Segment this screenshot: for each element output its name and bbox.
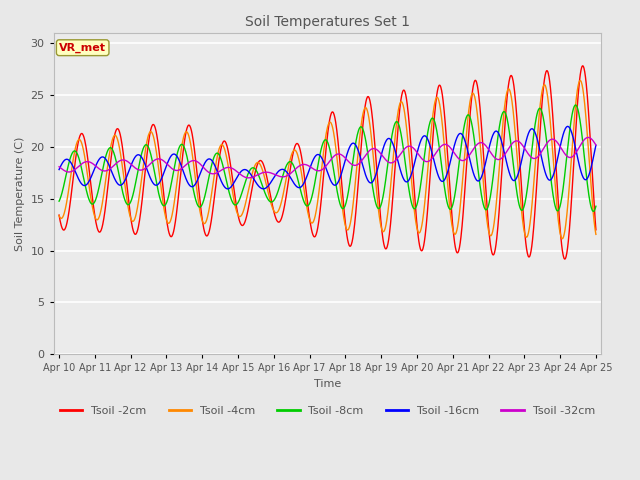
- Tsoil -4cm: [279, 193, 287, 199]
- Line: Tsoil -2cm: Tsoil -2cm: [59, 66, 596, 259]
- Tsoil -16cm: [564, 123, 572, 129]
- Tsoil -32cm: [279, 174, 287, 180]
- Tsoil -4cm: [545, 98, 552, 104]
- Tsoil -2cm: [498, 166, 506, 172]
- Tsoil -32cm: [244, 175, 252, 181]
- Tsoil -32cm: [55, 164, 63, 169]
- X-axis label: Time: Time: [314, 379, 341, 389]
- Line: Tsoil -4cm: Tsoil -4cm: [59, 81, 596, 239]
- Tsoil -16cm: [279, 167, 287, 172]
- Tsoil -8cm: [55, 198, 63, 204]
- Tsoil -2cm: [561, 256, 569, 262]
- Tsoil -8cm: [572, 102, 579, 108]
- Tsoil -16cm: [592, 143, 600, 148]
- Tsoil -8cm: [410, 205, 417, 211]
- Tsoil -8cm: [174, 149, 182, 155]
- Tsoil -16cm: [545, 177, 552, 182]
- Tsoil -16cm: [55, 167, 63, 172]
- Line: Tsoil -32cm: Tsoil -32cm: [59, 137, 596, 178]
- Tsoil -4cm: [55, 213, 63, 218]
- Title: Soil Temperatures Set 1: Soil Temperatures Set 1: [245, 15, 410, 29]
- Tsoil -2cm: [579, 63, 587, 69]
- Tsoil -2cm: [55, 212, 63, 218]
- Tsoil -8cm: [279, 173, 287, 179]
- Tsoil -32cm: [266, 170, 274, 176]
- Tsoil -4cm: [559, 236, 566, 241]
- Tsoil -2cm: [266, 189, 273, 194]
- Tsoil -2cm: [545, 70, 552, 76]
- Tsoil -4cm: [498, 131, 506, 137]
- Tsoil -8cm: [592, 204, 600, 209]
- Y-axis label: Soil Temperature (C): Soil Temperature (C): [15, 136, 25, 251]
- Tsoil -4cm: [266, 196, 273, 202]
- Tsoil -16cm: [174, 155, 182, 160]
- Line: Tsoil -8cm: Tsoil -8cm: [59, 105, 596, 211]
- Tsoil -16cm: [266, 180, 274, 186]
- Tsoil -8cm: [498, 112, 506, 118]
- Tsoil -4cm: [577, 78, 584, 84]
- Tsoil -32cm: [545, 138, 552, 144]
- Tsoil -8cm: [589, 208, 597, 214]
- Tsoil -32cm: [592, 142, 600, 148]
- Tsoil -16cm: [499, 142, 506, 147]
- Tsoil -4cm: [174, 174, 182, 180]
- Tsoil -32cm: [499, 155, 506, 160]
- Tsoil -16cm: [224, 186, 232, 192]
- Tsoil -32cm: [174, 168, 182, 173]
- Line: Tsoil -16cm: Tsoil -16cm: [59, 126, 596, 189]
- Legend: Tsoil -2cm, Tsoil -4cm, Tsoil -8cm, Tsoil -16cm, Tsoil -32cm: Tsoil -2cm, Tsoil -4cm, Tsoil -8cm, Tsoi…: [56, 401, 599, 420]
- Text: VR_met: VR_met: [59, 43, 106, 53]
- Tsoil -4cm: [592, 231, 600, 237]
- Tsoil -32cm: [584, 134, 592, 140]
- Tsoil -2cm: [174, 201, 182, 206]
- Tsoil -2cm: [592, 227, 600, 233]
- Tsoil -16cm: [410, 162, 418, 168]
- Tsoil -8cm: [266, 198, 273, 204]
- Tsoil -8cm: [545, 152, 552, 157]
- Tsoil -32cm: [410, 146, 418, 152]
- Tsoil -2cm: [279, 211, 287, 217]
- Tsoil -2cm: [410, 180, 417, 186]
- Tsoil -4cm: [410, 201, 417, 207]
